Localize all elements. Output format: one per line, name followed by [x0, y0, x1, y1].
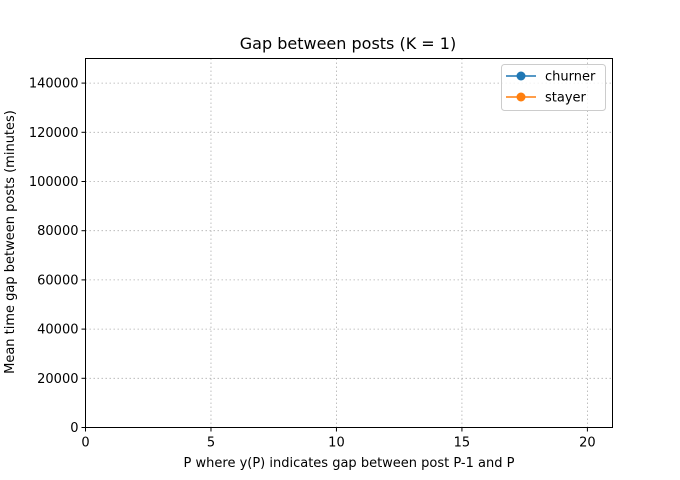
x-tick-label: 15 [454, 436, 471, 451]
y-tick-label: 20000 [37, 372, 78, 387]
x-tick-label: 10 [328, 436, 345, 451]
plot-frame [85, 58, 613, 428]
y-tick-label: 120000 [29, 126, 79, 141]
x-tick-label: 20 [579, 436, 596, 451]
y-tick-label: 100000 [29, 175, 79, 190]
x-ticks: 0 5 10 15 20 [81, 427, 596, 451]
x-tick-label: 0 [81, 436, 89, 451]
x-axis-label: P where y(P) indicates gap between post … [184, 456, 515, 471]
legend-marker-churner [516, 71, 526, 81]
y-tick-label: 80000 [37, 224, 78, 239]
legend-label-churner: churner [545, 70, 596, 85]
legend-marker-stayer [516, 92, 526, 102]
legend: churner stayer [501, 64, 606, 111]
y-tick-label: 0 [70, 421, 78, 436]
y-tick-label: 60000 [37, 273, 78, 288]
grid-layer [85, 58, 613, 428]
x-tick-label: 5 [207, 436, 215, 451]
y-ticks: 0 20000 40000 60000 80000 100000 120000 140000 [29, 77, 86, 436]
y-tick-label: 140000 [29, 77, 79, 92]
y-axis-label: Mean time gap between posts (minutes) [3, 110, 18, 374]
legend-label-stayer: stayer [545, 91, 587, 106]
y-tick-label: 40000 [37, 323, 78, 338]
chart-title: Gap between posts (K = 1) [240, 34, 456, 53]
